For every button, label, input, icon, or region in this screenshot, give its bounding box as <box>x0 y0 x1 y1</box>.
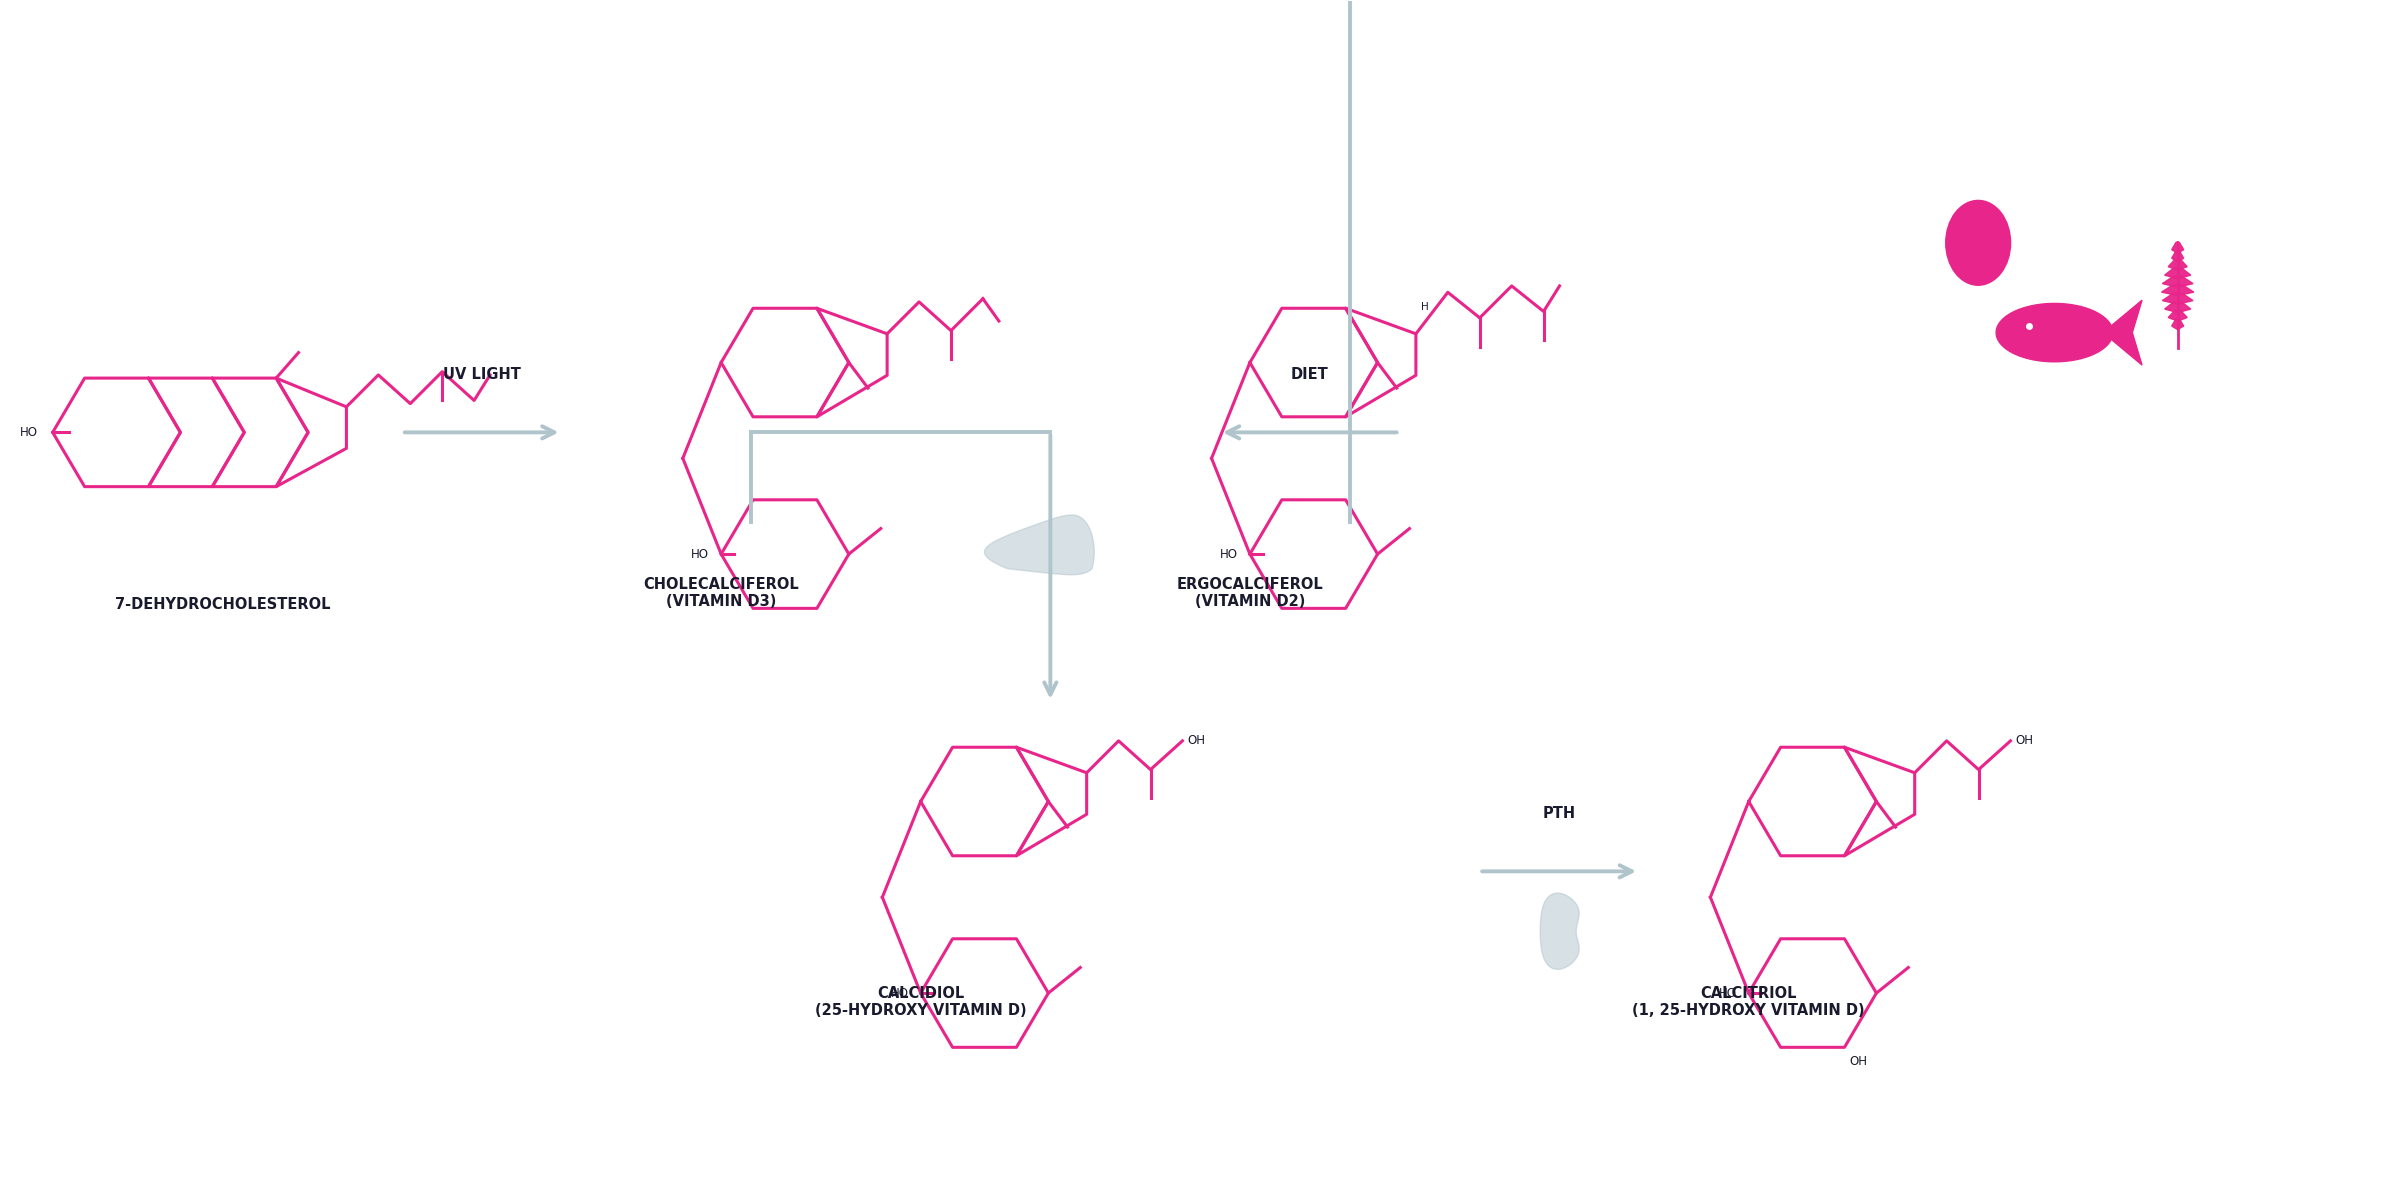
Polygon shape <box>2177 284 2194 296</box>
Polygon shape <box>2172 251 2177 261</box>
Text: ERGOCALCIFEROL
(VITAMIN D2): ERGOCALCIFEROL (VITAMIN D2) <box>1176 577 1322 610</box>
Text: PTH: PTH <box>1543 806 1577 821</box>
Polygon shape <box>2177 275 2194 287</box>
Polygon shape <box>2167 310 2177 322</box>
Polygon shape <box>2177 318 2184 330</box>
Text: HO: HO <box>691 547 708 560</box>
Polygon shape <box>1997 304 2112 362</box>
Polygon shape <box>2102 300 2143 365</box>
Text: OH: OH <box>2016 734 2033 747</box>
Polygon shape <box>2177 301 2191 313</box>
Polygon shape <box>2172 241 2177 253</box>
Polygon shape <box>2162 284 2177 296</box>
Polygon shape <box>2177 267 2191 279</box>
Polygon shape <box>2165 301 2177 313</box>
Text: 7-DEHYDROCHOLESTEROL: 7-DEHYDROCHOLESTEROL <box>115 597 331 612</box>
Polygon shape <box>1541 894 1579 969</box>
Ellipse shape <box>1946 201 2011 285</box>
Polygon shape <box>2177 259 2186 271</box>
Polygon shape <box>2167 259 2177 271</box>
Polygon shape <box>2177 241 2184 253</box>
Polygon shape <box>2177 292 2194 304</box>
Text: CHOLECALCIFEROL
(VITAMIN D3): CHOLECALCIFEROL (VITAMIN D3) <box>643 577 799 610</box>
Text: OH: OH <box>1188 734 1205 747</box>
Polygon shape <box>2172 318 2177 330</box>
Text: HO: HO <box>19 426 38 439</box>
Text: HO: HO <box>890 987 910 1000</box>
Text: CALCIDIOL
(25-HYDROXY VITAMIN D): CALCIDIOL (25-HYDROXY VITAMIN D) <box>816 986 1027 1019</box>
Polygon shape <box>2177 251 2184 261</box>
Polygon shape <box>984 515 1094 574</box>
Text: HO: HO <box>1219 547 1238 560</box>
Polygon shape <box>2162 275 2177 287</box>
Polygon shape <box>2165 267 2177 279</box>
Polygon shape <box>2162 292 2177 304</box>
Text: UV LIGHT: UV LIGHT <box>442 368 521 383</box>
Text: OH: OH <box>1850 1056 1867 1069</box>
Text: DIET: DIET <box>1291 368 1330 383</box>
Polygon shape <box>2177 310 2186 322</box>
Text: HO: HO <box>1718 987 1738 1000</box>
Text: CALCITRIOL
(1, 25-HYDROXY VITAMIN D): CALCITRIOL (1, 25-HYDROXY VITAMIN D) <box>1632 986 1865 1019</box>
Text: H: H <box>1421 301 1428 312</box>
